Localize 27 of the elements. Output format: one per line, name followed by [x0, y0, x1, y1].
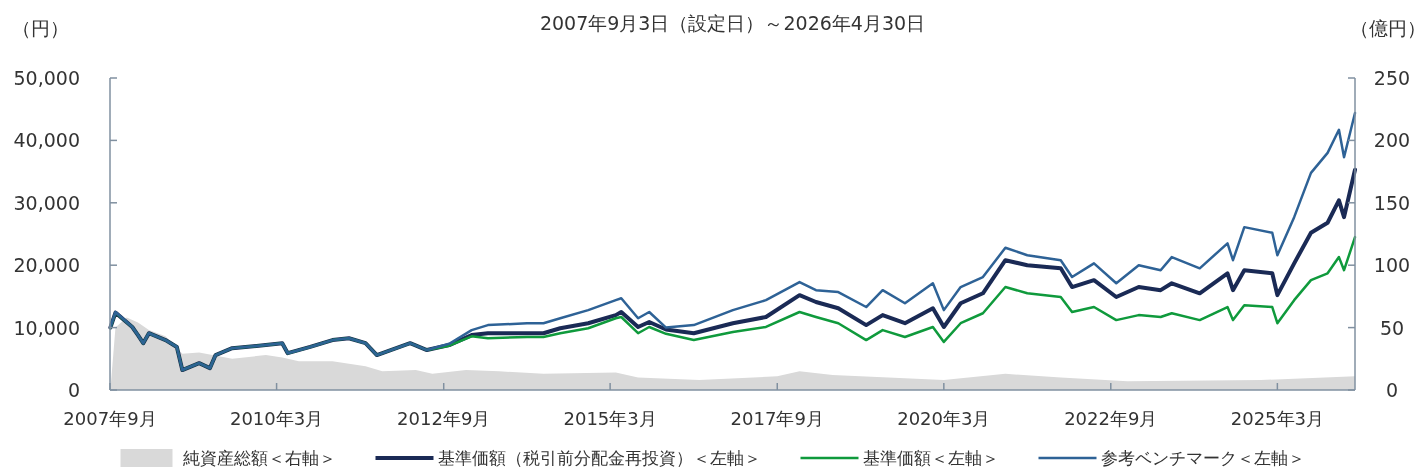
y2-tick-label: 150 [1373, 191, 1411, 214]
legend-label: 基準価額（税引前分配金再投資）＜左軸＞ [437, 448, 761, 468]
x-tick-label: 2015年3月 [563, 408, 657, 429]
y-tick-label: 40,000 [13, 129, 80, 152]
x-tick-label: 2007年9月 [63, 408, 157, 429]
x-tick-label: 2012年9月 [397, 408, 491, 429]
legend-label: 純資産総額＜右軸＞ [182, 448, 336, 468]
y-tick-label: 20,000 [13, 254, 80, 277]
chart-title: 2007年9月3日（設定日）～2026年4月30日 [539, 12, 926, 34]
x-tick-label: 2022年9月 [1064, 408, 1158, 429]
y2-tick-label: 100 [1373, 254, 1411, 277]
y-tick-label: 50,000 [13, 67, 80, 89]
y-axis-title: （円） [11, 17, 69, 39]
x-tick-label: 2017年9月 [730, 408, 824, 429]
x-tick-label: 2020年3月 [897, 408, 991, 429]
x-tick-label: 2010年3月 [229, 408, 324, 429]
legend-label: 参考ベンチマーク＜左軸＞ [1100, 448, 1305, 468]
y2-tick-label: 50 [1379, 316, 1405, 339]
y2-axis-title: （億円） [1350, 17, 1425, 39]
y-tick-label: 0 [67, 379, 80, 401]
y-tick-label: 10,000 [13, 316, 80, 339]
y-tick-label: 30,000 [13, 191, 80, 214]
y2-tick-label: 0 [1385, 379, 1399, 401]
y2-tick-label: 200 [1373, 129, 1411, 152]
y2-tick-label: 250 [1373, 67, 1411, 89]
x-tick-label: 2025年3月 [1230, 408, 1324, 429]
legend-label: 基準価額＜左軸＞ [862, 448, 999, 468]
